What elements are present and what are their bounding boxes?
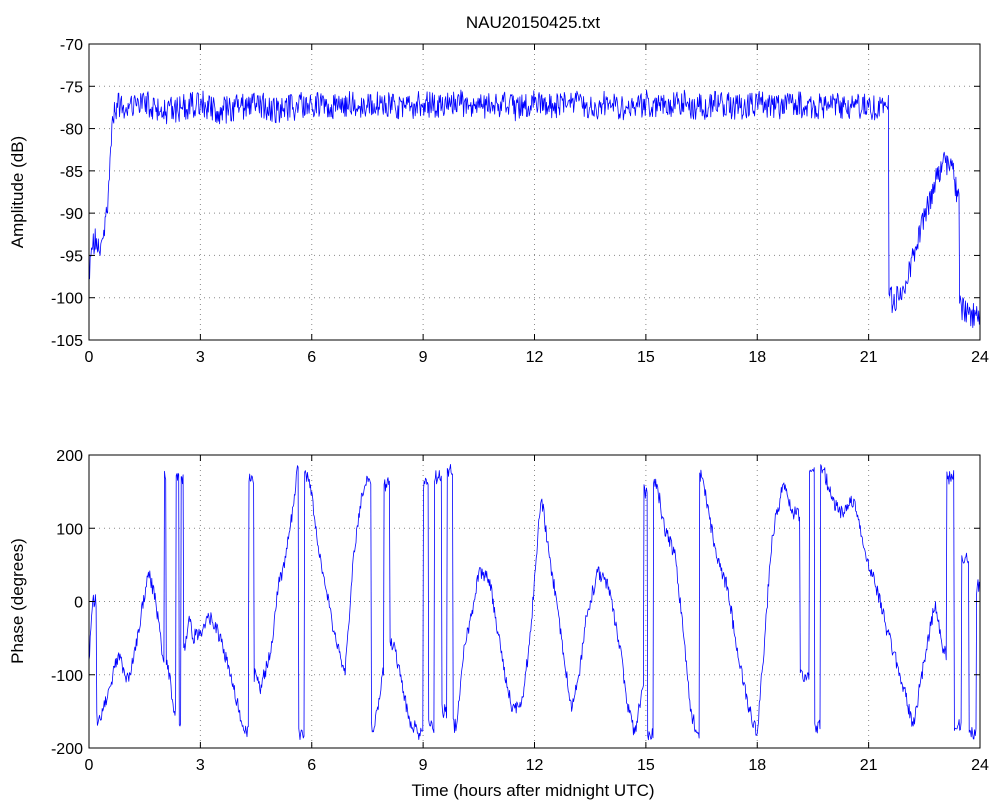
- ph-y-tick-label: 200: [56, 448, 83, 465]
- phase-y-axis-label: Phase (degrees): [8, 538, 27, 664]
- phase-ticks: [88, 454, 981, 749]
- amp-x-tick-label: 12: [526, 349, 544, 366]
- phase-grid: [89, 455, 980, 748]
- ph-x-tick-label: 3: [196, 757, 205, 774]
- amp-x-tick-label: 21: [860, 349, 878, 366]
- amp-x-tick-label: 24: [971, 349, 989, 366]
- amplitude-grid: [89, 44, 980, 340]
- ph-y-tick-label: 0: [74, 595, 83, 612]
- ph-y-tick-label: 100: [56, 521, 83, 538]
- amp-y-tick-label: -70: [60, 37, 83, 54]
- phase-series: [88, 463, 981, 741]
- amp-x-tick-label: 9: [419, 349, 428, 366]
- ph-x-tick-label: 9: [419, 757, 428, 774]
- phase-panel: 0 3 6 9 12 15 18 21 24 -200 -100 0 100 200 Phase (de…: [8, 448, 989, 800]
- amp-x-tick-label: 0: [85, 349, 94, 366]
- amplitude-panel: 0 3 6 9 12 15 18 21 24 -105 -100 -95 -90 -85 -80 -75 -7…: [8, 37, 989, 366]
- amp-series-line: [88, 89, 981, 329]
- ph-x-tick-label: 21: [860, 757, 878, 774]
- ph-x-tick-label: 15: [637, 757, 655, 774]
- amplitude-y-axis-label: Amplitude (dB): [8, 136, 27, 248]
- amplitude-ticks: [88, 43, 981, 341]
- amplitude-axes-box: [88, 43, 981, 341]
- phase-y-tick-labels: -200 -100 0 100 200: [51, 448, 83, 758]
- ph-series-line: [88, 463, 981, 741]
- ph-x-tick-label: 6: [307, 757, 316, 774]
- amp-x-tick-label: 15: [637, 349, 655, 366]
- amplitude-series: [88, 89, 981, 329]
- ph-x-tick-label: 12: [526, 757, 544, 774]
- amplitude-y-tick-labels: -105 -100 -95 -90 -85 -80 -75 -70: [51, 37, 83, 350]
- amp-x-tick-label: 6: [307, 349, 316, 366]
- amplitude-x-tick-labels: 0 3 6 9 12 15 18 21 24: [85, 349, 989, 366]
- ph-y-tick-label: -200: [51, 741, 83, 758]
- amp-y-tick-label: -95: [60, 248, 83, 265]
- amp-y-tick-label: -75: [60, 79, 83, 96]
- phase-x-axis-label: Time (hours after midnight UTC): [411, 781, 654, 800]
- ph-y-tick-label: -100: [51, 668, 83, 685]
- amp-x-tick-label: 3: [196, 349, 205, 366]
- amp-y-tick-label: -105: [51, 333, 83, 350]
- amp-x-tick-label: 18: [748, 349, 766, 366]
- amp-y-tick-label: -80: [60, 122, 83, 139]
- ph-x-tick-label: 24: [971, 757, 989, 774]
- ph-x-tick-label: 0: [85, 757, 94, 774]
- amp-y-tick-label: -85: [60, 164, 83, 181]
- figure-title: NAU20150425.txt: [466, 13, 600, 32]
- amp-y-tick-label: -90: [60, 206, 83, 223]
- ph-x-tick-label: 18: [748, 757, 766, 774]
- phase-x-tick-labels: 0 3 6 9 12 15 18 21 24: [85, 757, 989, 774]
- amp-y-tick-label: -100: [51, 291, 83, 308]
